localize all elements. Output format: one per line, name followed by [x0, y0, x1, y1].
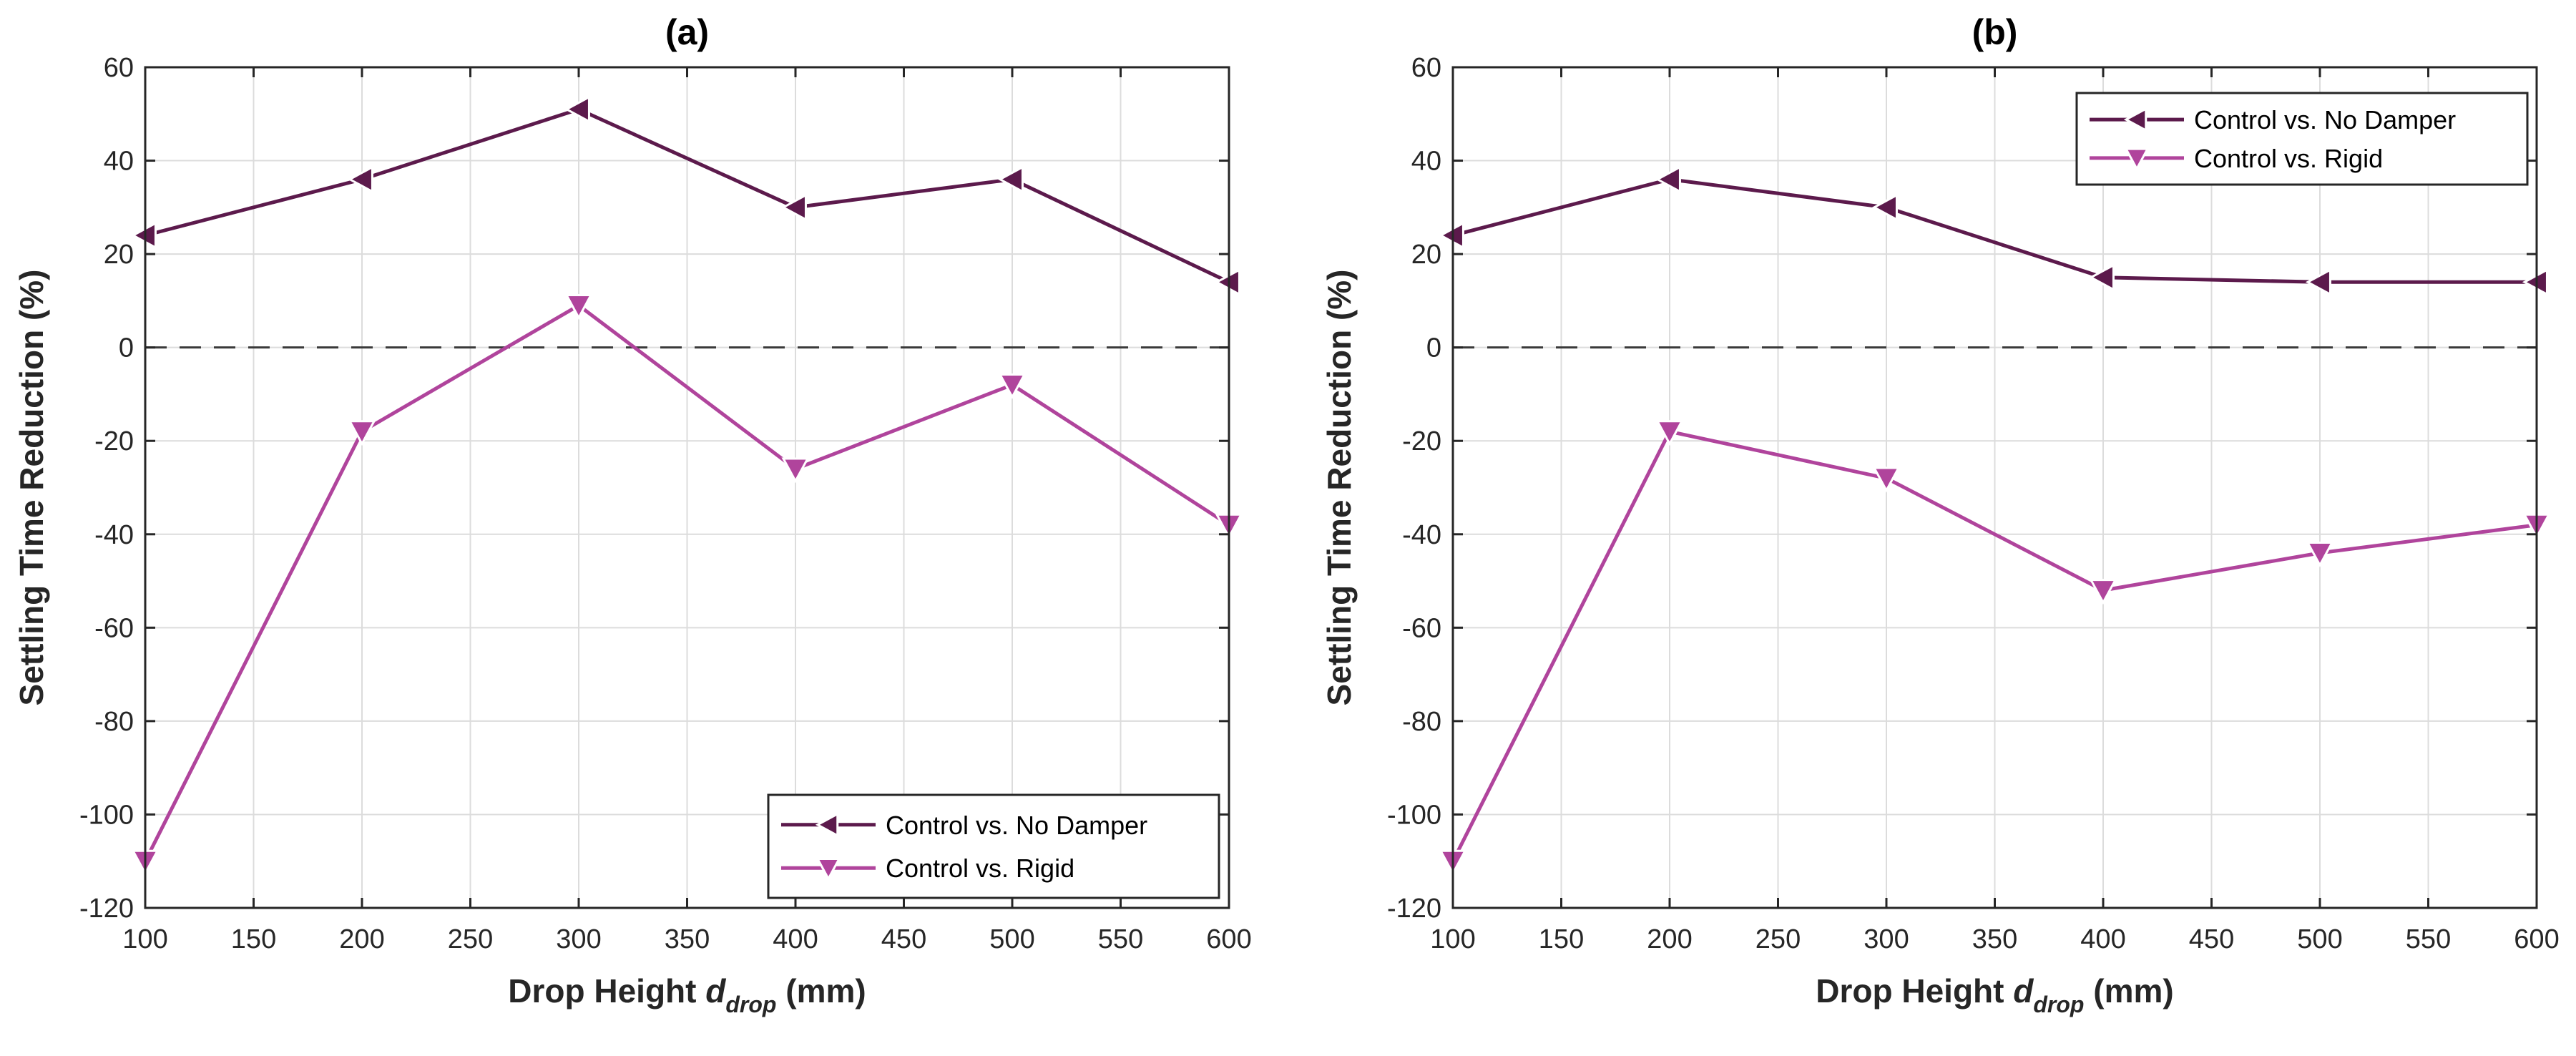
y-tick-label: -60: [1402, 613, 1441, 643]
y-tick-label: -20: [94, 426, 134, 456]
x-tick-label: 600: [2514, 924, 2559, 954]
x-axis-label-subscript: drop: [2033, 992, 2084, 1017]
series-no-damper: [130, 95, 1240, 296]
x-tick-label: 500: [989, 924, 1034, 954]
data-point: [2088, 263, 2115, 292]
data-point: [781, 457, 810, 484]
x-axis-label: Drop Height ddrop (mm): [1816, 972, 2173, 1017]
y-tick-label: -100: [79, 800, 134, 830]
legend-item: Control vs. Rigid: [781, 854, 1074, 883]
x-tick-label: 300: [556, 924, 601, 954]
panel-title: (a): [665, 12, 709, 52]
y-tick-label: -100: [1387, 800, 1441, 830]
data-point: [347, 165, 373, 194]
x-tick-label: 250: [448, 924, 493, 954]
data-point: [2305, 268, 2331, 296]
y-tick-label: 40: [1411, 147, 1441, 177]
series-line: [1451, 429, 2537, 862]
x-axis-label-unit: (mm): [776, 972, 866, 1009]
y-tick-label: 0: [119, 333, 134, 363]
series-line: [143, 303, 1230, 862]
data-point: [1655, 165, 1681, 194]
legend-box: [767, 793, 1220, 899]
legend-swatch-marker: [2123, 107, 2148, 132]
x-tick-label: 100: [122, 924, 167, 954]
y-tick-label: 60: [1411, 53, 1441, 83]
data-point: [998, 373, 1027, 400]
data-point: [564, 293, 593, 321]
legend-swatch-marker: [815, 812, 839, 838]
x-tick-label: 450: [2189, 924, 2234, 954]
x-axis-label-main: Drop Height: [508, 972, 705, 1009]
data-point: [780, 193, 807, 222]
y-tick-label: -120: [1387, 894, 1441, 924]
x-axis-label: Drop Height ddrop (mm): [508, 972, 866, 1017]
y-tick-label: -80: [94, 707, 134, 737]
series-no-damper: [1438, 165, 2548, 296]
y-tick-label: 20: [104, 240, 134, 270]
panel-b: 100 150 200 250 300 350 400 450 500 550 600-120-10…: [1321, 12, 2560, 1017]
x-tick-label: 100: [1430, 924, 1475, 954]
x-axis-label-subscript: drop: [725, 992, 776, 1017]
series-line: [145, 107, 1230, 284]
series-line: [1452, 177, 2537, 284]
x-tick-label: 400: [2080, 924, 2125, 954]
legend-item: Control vs. No Damper: [781, 811, 1147, 840]
data-point: [2089, 579, 2117, 605]
x-axis-label-unit: (mm): [2084, 972, 2173, 1009]
y-axis-label: Settling Time Reduction (%): [13, 270, 50, 706]
y-tick-label: -20: [1402, 426, 1441, 456]
legend: Control vs. No Damper Control vs. Rigid: [2075, 92, 2529, 186]
x-axis-label-variable: d: [2013, 972, 2034, 1009]
legend-label: Control vs. Rigid: [886, 854, 1074, 883]
legend-swatch-marker: [2124, 147, 2150, 172]
x-tick-label: 200: [1647, 924, 1692, 954]
y-tick-label: -40: [94, 520, 134, 550]
data-point: [1871, 193, 1898, 222]
legend: Control vs. No Damper Control vs. Rigid: [767, 793, 1220, 899]
x-tick-label: 400: [773, 924, 818, 954]
x-tick-label: 550: [2406, 924, 2451, 954]
data-point: [2306, 541, 2334, 568]
legend-label: Control vs. No Damper: [2194, 105, 2456, 135]
data-point: [348, 420, 376, 446]
x-tick-label: 350: [1972, 924, 2017, 954]
x-tick-label: 250: [1755, 924, 1801, 954]
legend-label: Control vs. Rigid: [2194, 144, 2383, 173]
x-tick-label: 200: [339, 924, 384, 954]
x-tick-label: 500: [2297, 924, 2342, 954]
y-tick-label: -120: [79, 894, 134, 924]
legend-item: Control vs. No Damper: [2090, 105, 2456, 135]
legend-swatch-marker: [816, 857, 841, 881]
data-point: [997, 165, 1024, 194]
y-tick-label: 60: [104, 53, 134, 83]
y-tick-label: -40: [1402, 520, 1441, 550]
y-axis-label: Settling Time Reduction (%): [1321, 270, 1358, 706]
panel-a: 100 150 200 250 300 350 400 450 500 550 600-120-10…: [13, 12, 1252, 1017]
data-point: [1872, 466, 1901, 493]
legend-item: Control vs. Rigid: [2090, 144, 2383, 173]
x-axis-label-main: Drop Height: [1816, 972, 2013, 1009]
x-tick-label: 150: [231, 924, 276, 954]
data-point: [564, 95, 590, 124]
x-tick-label: 550: [1098, 924, 1143, 954]
panel-title: (b): [1972, 12, 2018, 52]
y-tick-label: -80: [1402, 707, 1441, 737]
x-tick-label: 450: [881, 924, 926, 954]
y-tick-label: 0: [1426, 333, 1441, 363]
x-tick-label: 350: [665, 924, 710, 954]
y-tick-label: 20: [1411, 240, 1441, 270]
legend-box: [2075, 92, 2529, 186]
data-point: [1655, 420, 1684, 446]
legend-label: Control vs. No Damper: [886, 811, 1147, 840]
x-tick-label: 150: [1539, 924, 1584, 954]
y-tick-label: -60: [94, 613, 134, 643]
y-tick-label: 40: [104, 147, 134, 177]
x-axis-label-variable: d: [705, 972, 726, 1009]
x-tick-label: 300: [1864, 924, 1909, 954]
x-tick-label: 600: [1206, 924, 1251, 954]
